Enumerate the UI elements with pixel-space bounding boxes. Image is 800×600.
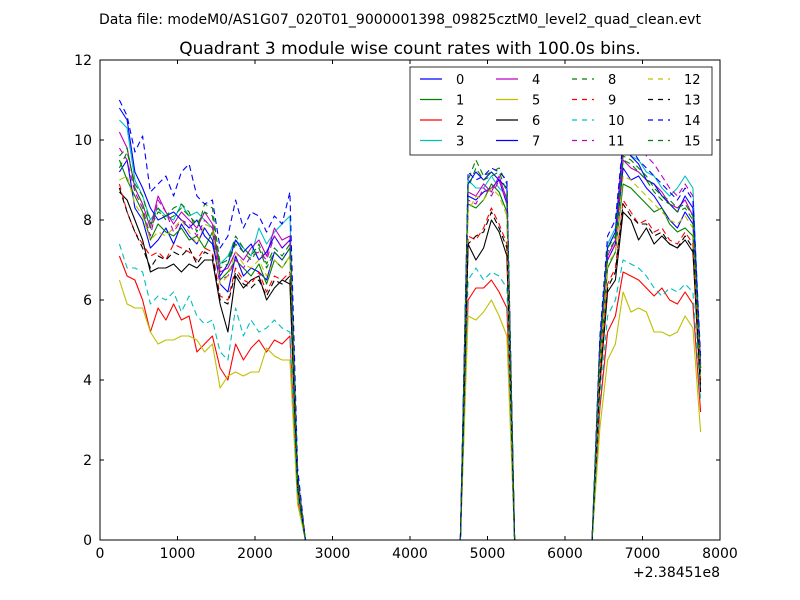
legend-label-4: 4 — [532, 73, 540, 88]
x-tick-label: 2000 — [237, 546, 273, 562]
y-tick-label: 12 — [74, 53, 92, 69]
legend-label-3: 3 — [456, 135, 464, 150]
legend-label-12: 12 — [684, 73, 701, 88]
legend-label-15: 15 — [684, 135, 701, 150]
y-tick-label: 10 — [74, 133, 92, 149]
legend-label-7: 7 — [532, 135, 540, 150]
x-tick-label: 4000 — [392, 546, 428, 562]
legend-label-6: 6 — [532, 114, 540, 129]
x-tick-label: 3000 — [315, 546, 351, 562]
series-line-15 — [118, 151, 702, 540]
legend-label-5: 5 — [532, 94, 540, 109]
x-tick-label: 0 — [96, 546, 105, 562]
legend-label-2: 2 — [456, 114, 464, 129]
legend-label-11: 11 — [608, 135, 625, 150]
y-tick-label: 4 — [83, 373, 92, 389]
y-tick-label: 8 — [83, 213, 92, 229]
series-line-10 — [118, 243, 702, 540]
x-axis: 0 1000 2000 3000 4000 5000 6000 7000 8000 — [96, 60, 738, 562]
x-tick-label: 8000 — [702, 546, 738, 562]
legend-label-8: 8 — [608, 73, 616, 88]
legend-label-14: 14 — [684, 114, 701, 129]
chart-title: Quadrant 3 module wise count rates with … — [179, 39, 640, 59]
legend-label-1: 1 — [456, 94, 464, 109]
y-tick-label: 2 — [83, 453, 92, 469]
x-tick-label: 6000 — [547, 546, 583, 562]
legend-label-0: 0 — [456, 73, 464, 88]
y-tick-label: 0 — [83, 533, 92, 549]
x-tick-label: 7000 — [625, 546, 661, 562]
series-line-14 — [118, 99, 702, 540]
legend-label-9: 9 — [608, 94, 616, 109]
series-line-5 — [118, 279, 702, 540]
x-offset-label: +2.38451e8 — [633, 565, 720, 581]
x-tick-label: 1000 — [160, 546, 196, 562]
legend-label-10: 10 — [608, 114, 625, 129]
x-tick-label: 5000 — [470, 546, 506, 562]
figure-suptitle: Data file: modeM0/AS1G07_020T01_90000013… — [99, 12, 701, 28]
legend-label-13: 13 — [684, 94, 701, 109]
y-tick-label: 6 — [83, 293, 92, 309]
